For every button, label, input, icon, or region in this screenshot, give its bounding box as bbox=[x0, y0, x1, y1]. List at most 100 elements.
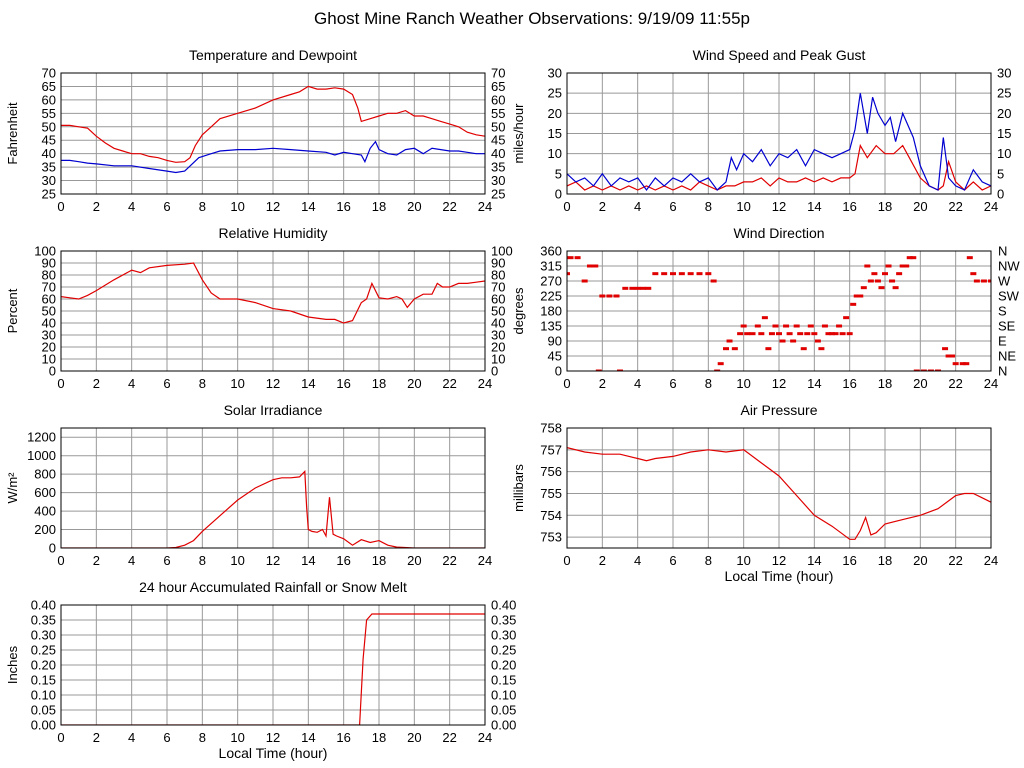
data-point bbox=[595, 369, 602, 371]
data-point bbox=[670, 272, 676, 276]
data-point bbox=[567, 256, 574, 260]
data-point bbox=[980, 279, 987, 283]
compass-label: SE bbox=[998, 319, 1016, 334]
y-tick-label: 40 bbox=[42, 146, 56, 161]
data-point bbox=[705, 272, 712, 276]
x-tick-label: 14 bbox=[301, 376, 315, 391]
x-axis-label: Local Time (hour) bbox=[219, 745, 328, 761]
chart-title: Air Pressure bbox=[740, 402, 817, 418]
x-tick-label: 18 bbox=[878, 199, 892, 214]
y-axis-label: millibars bbox=[511, 464, 526, 512]
x-tick-label: 24 bbox=[478, 376, 492, 391]
y-tick-label: 0.30 bbox=[31, 628, 56, 643]
plot-frame bbox=[60, 250, 486, 372]
y-axis-label: Fahrenheit bbox=[5, 102, 20, 165]
x-tick-label: 18 bbox=[372, 553, 386, 568]
data-point bbox=[754, 324, 761, 328]
y-tick-label: 10 bbox=[548, 146, 562, 161]
x-tick-label: 8 bbox=[199, 553, 206, 568]
y-tick-label: 200 bbox=[34, 522, 56, 537]
data-point bbox=[744, 332, 751, 336]
x-tick-label: 20 bbox=[407, 199, 421, 214]
y-tick-label: 30 bbox=[548, 66, 562, 81]
data-point bbox=[761, 316, 768, 320]
x-tick-label: 4 bbox=[634, 199, 641, 214]
data-point bbox=[959, 362, 966, 366]
y-tick-label: 0.40 bbox=[31, 598, 56, 613]
x-tick-label: 0 bbox=[563, 199, 570, 214]
x-tick-label: 2 bbox=[599, 199, 606, 214]
x-tick-label: 24 bbox=[478, 199, 492, 214]
x-axis-label: Local Time (hour) bbox=[725, 568, 834, 584]
y-tick-label: 180 bbox=[540, 304, 562, 319]
y-tick-label: 400 bbox=[34, 504, 56, 519]
series-line-0 bbox=[61, 613, 485, 725]
y-tick-label: 600 bbox=[34, 485, 56, 500]
x-tick-label: 10 bbox=[736, 376, 750, 391]
y-tick-label-right: 20 bbox=[997, 106, 1011, 121]
x-tick-label: 2 bbox=[93, 553, 100, 568]
data-point bbox=[910, 256, 917, 260]
x-tick-label: 22 bbox=[442, 730, 456, 745]
data-point bbox=[793, 324, 800, 328]
y-tick-label: 0.10 bbox=[31, 688, 56, 703]
x-tick-label: 6 bbox=[163, 730, 170, 745]
data-point bbox=[567, 272, 570, 276]
x-tick-label: 4 bbox=[128, 553, 135, 568]
data-point bbox=[790, 339, 797, 343]
x-tick-label: 12 bbox=[772, 376, 786, 391]
x-tick-label: 2 bbox=[93, 199, 100, 214]
data-point bbox=[839, 332, 846, 336]
y-tick-label: 0.25 bbox=[31, 643, 56, 658]
x-tick-label: 20 bbox=[407, 376, 421, 391]
data-point bbox=[800, 347, 807, 351]
y-tick-label-right: 0.15 bbox=[491, 673, 516, 688]
data-point bbox=[696, 272, 703, 276]
compass-label: N bbox=[998, 364, 1007, 379]
plot-frame bbox=[566, 72, 992, 195]
x-tick-label: 14 bbox=[301, 553, 315, 568]
data-point bbox=[804, 332, 811, 336]
data-point bbox=[645, 286, 652, 290]
x-tick-label: 18 bbox=[878, 376, 892, 391]
y-tick-label: 315 bbox=[540, 259, 562, 274]
y-tick-label: 270 bbox=[540, 274, 562, 289]
x-tick-label: 16 bbox=[842, 376, 856, 391]
plot-frame bbox=[566, 427, 992, 549]
y-tick-label: 0 bbox=[555, 187, 562, 202]
data-point bbox=[949, 354, 956, 358]
data-point bbox=[629, 286, 636, 290]
x-tick-label: 0 bbox=[563, 553, 570, 568]
data-point bbox=[592, 264, 599, 268]
x-tick-label: 18 bbox=[372, 730, 386, 745]
y-tick-label: 50 bbox=[42, 304, 56, 319]
y-tick-label-right: 30 bbox=[491, 173, 505, 188]
x-tick-label: 16 bbox=[336, 376, 350, 391]
chart-title: Wind Speed and Peak Gust bbox=[693, 47, 866, 63]
y-tick-label-right: 20 bbox=[491, 340, 505, 355]
y-tick-label: 0 bbox=[49, 364, 56, 379]
x-tick-label: 16 bbox=[336, 199, 350, 214]
data-point bbox=[829, 332, 835, 336]
y-tick-label-right: 70 bbox=[491, 280, 505, 295]
x-tick-label: 0 bbox=[57, 553, 64, 568]
x-tick-label: 2 bbox=[599, 376, 606, 391]
y-tick-label: 0.35 bbox=[31, 613, 56, 628]
chart-rain: 24 hour Accumulated Rainfall or Snow Mel… bbox=[5, 579, 516, 761]
y-tick-label: 755 bbox=[540, 486, 562, 501]
data-point bbox=[758, 332, 765, 336]
y-tick-label: 5 bbox=[555, 166, 562, 181]
data-point bbox=[942, 347, 949, 351]
y-tick-label-right: 25 bbox=[997, 86, 1011, 101]
x-tick-label: 10 bbox=[736, 553, 750, 568]
data-point bbox=[882, 272, 888, 276]
y-tick-label: 35 bbox=[42, 160, 56, 175]
y-tick-label-right: 60 bbox=[491, 292, 505, 307]
y-tick-label-right: 45 bbox=[491, 133, 505, 148]
x-tick-label: 22 bbox=[442, 553, 456, 568]
data-point bbox=[606, 294, 613, 298]
data-point bbox=[652, 272, 659, 276]
y-tick-label-right: 0.20 bbox=[491, 658, 516, 673]
y-axis-label: W/m² bbox=[5, 472, 20, 504]
